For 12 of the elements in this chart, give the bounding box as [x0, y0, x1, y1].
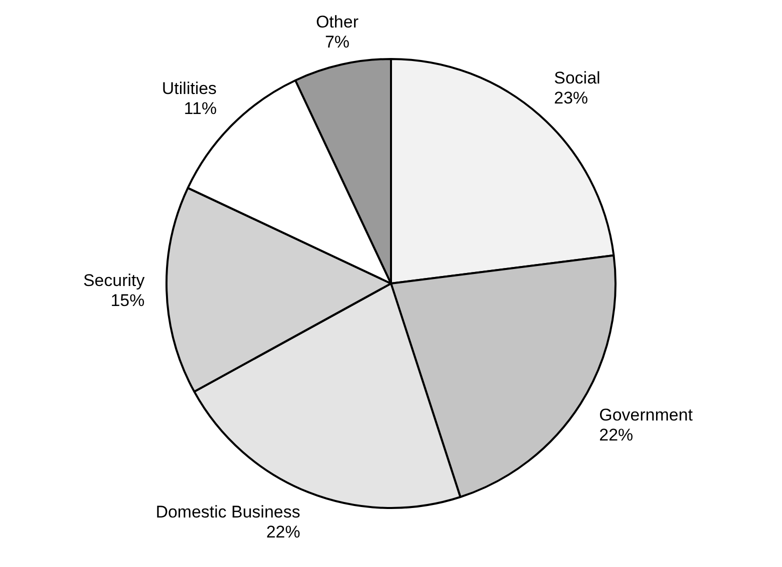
slice-label: Government: [599, 405, 693, 424]
data-label: 22%: [599, 425, 634, 444]
slice-label: Social: [554, 68, 600, 88]
data-label: 23%: [554, 88, 588, 108]
slice-label: Other: [316, 12, 359, 32]
data-label: 15%: [110, 290, 145, 310]
slice-label: Domestic Business: [156, 502, 300, 522]
data-label: 7%: [324, 32, 350, 52]
data-label: 22%: [266, 522, 300, 542]
data-label: 11%: [184, 98, 217, 118]
slice-label: Security: [83, 270, 146, 290]
slice-label: Utilities: [162, 78, 217, 98]
